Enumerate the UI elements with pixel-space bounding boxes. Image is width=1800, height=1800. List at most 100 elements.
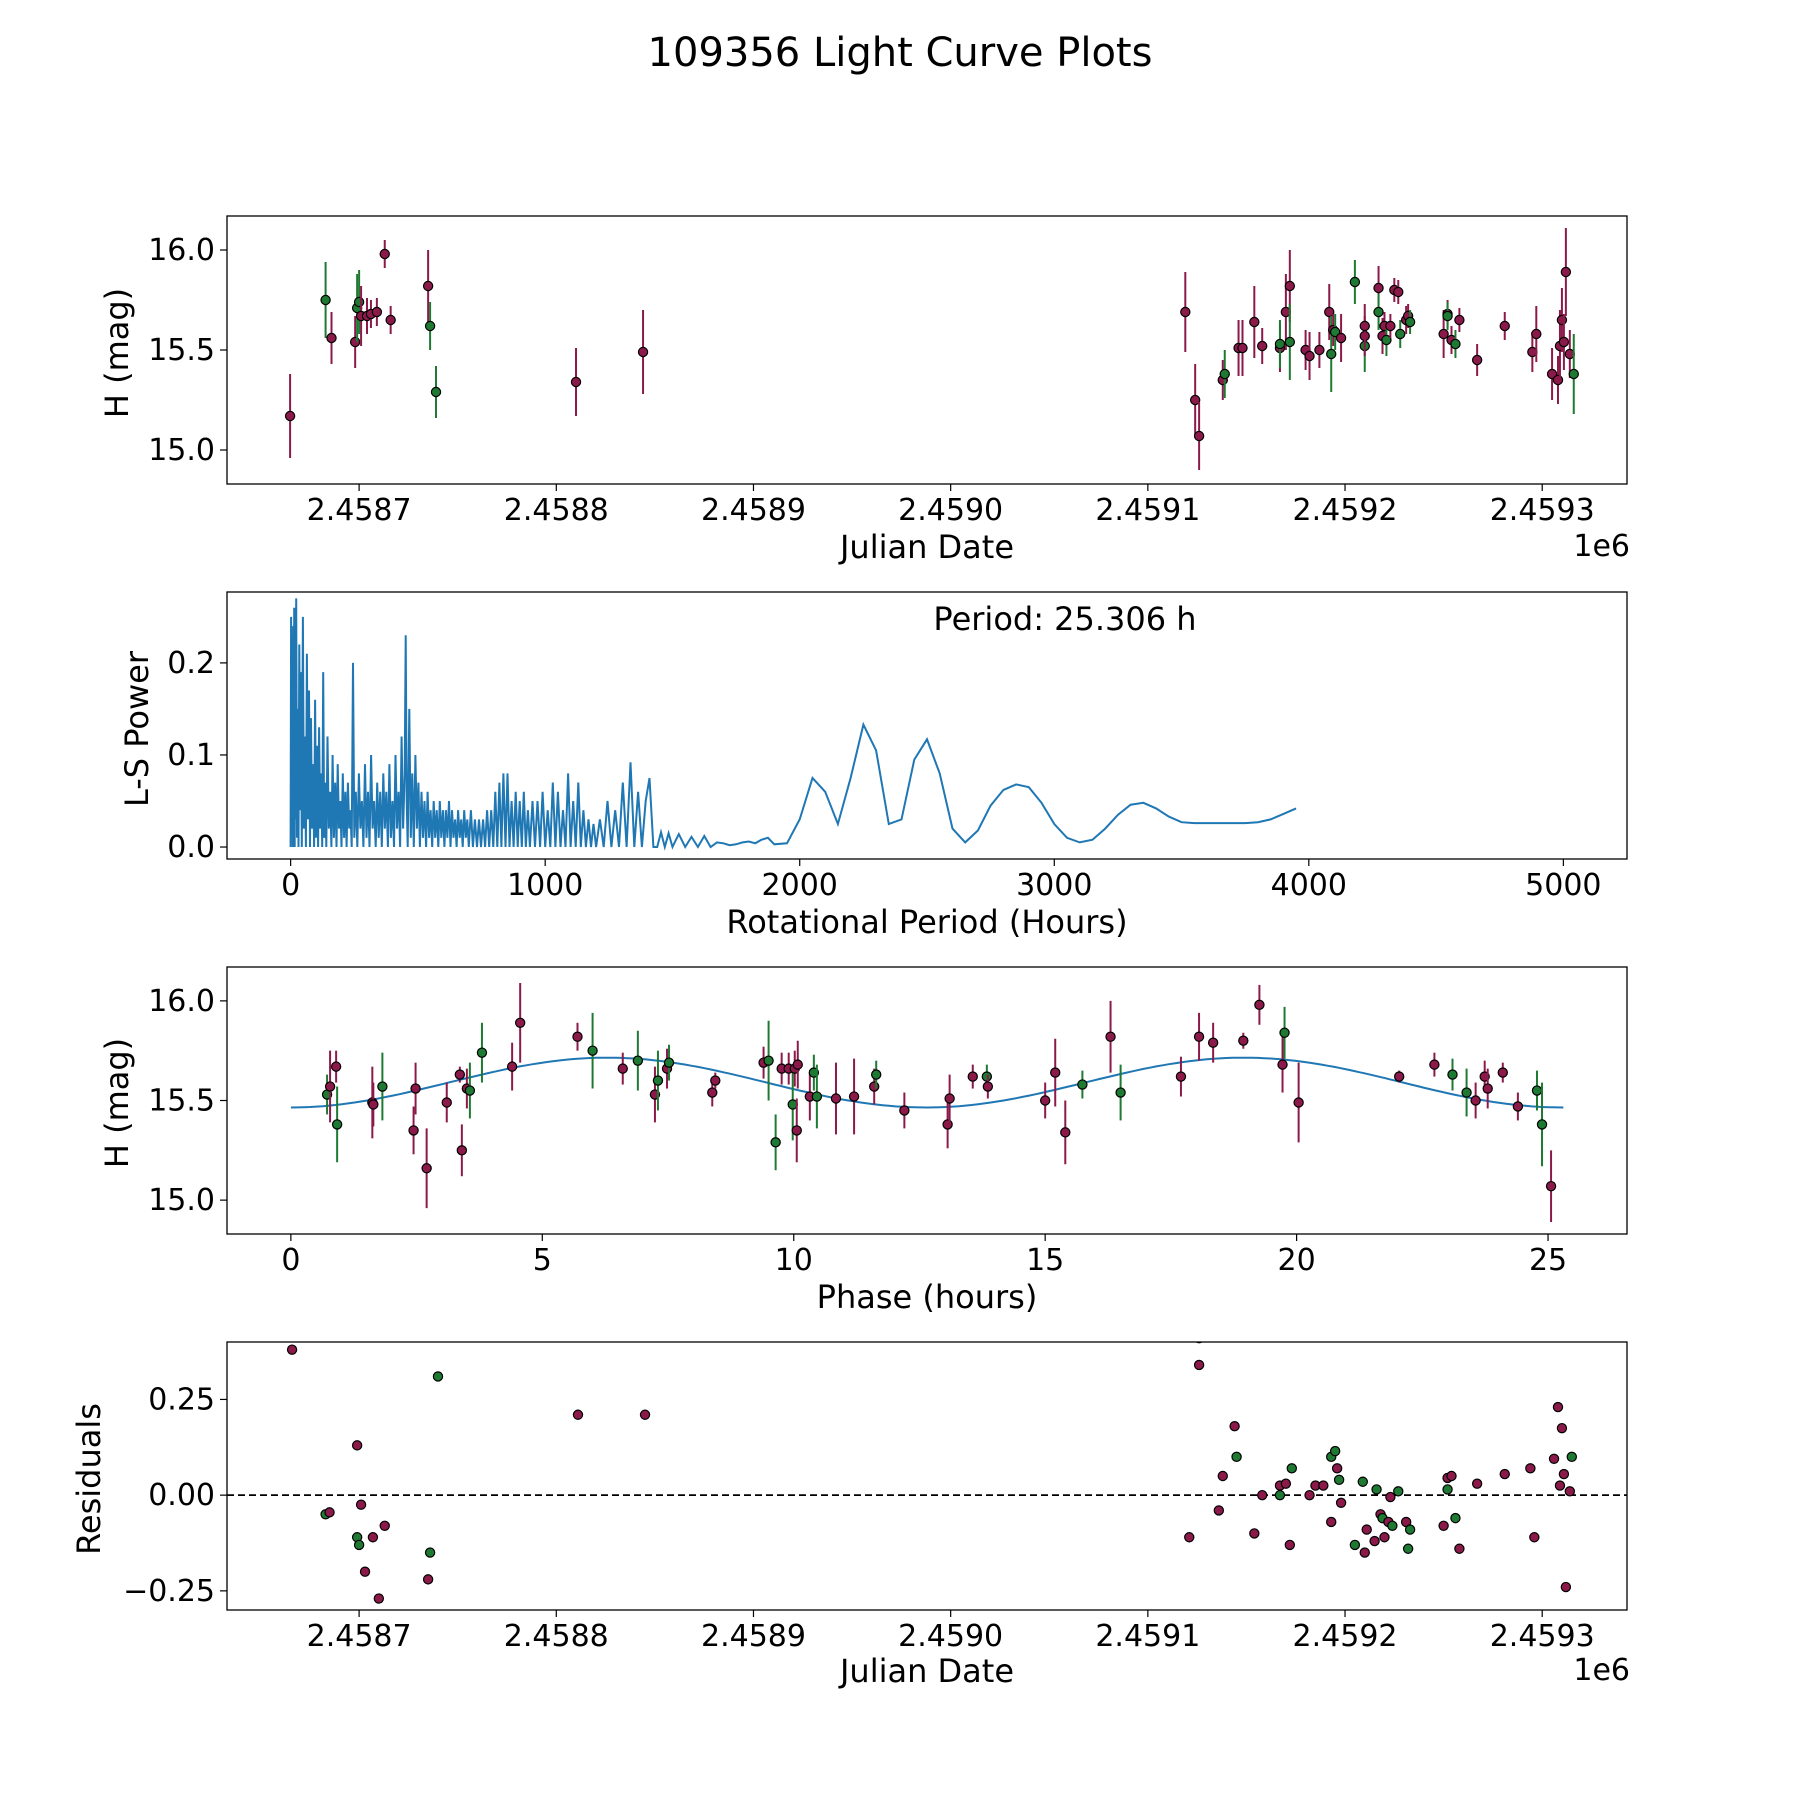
phase-data-point (663, 1057, 675, 1068)
lightcurve-data-point (1284, 280, 1296, 292)
phase-data-point (652, 1075, 664, 1086)
lightcurve-data-point (1359, 320, 1370, 332)
residuals-data-point (1471, 1478, 1483, 1489)
lightcurve-axes-frame (226, 215, 1628, 485)
phase-data-point (871, 1069, 882, 1080)
lightcurve-data-point (1274, 338, 1286, 350)
phase-data-point (506, 1061, 518, 1072)
residuals-y-tick-label: −0.25 (123, 1574, 215, 1609)
phase-data-point (830, 1093, 842, 1104)
residuals-x-tick-label: 2.4590 (898, 1619, 1003, 1654)
lightcurve-data-point (1385, 320, 1396, 332)
residuals-data-point (1564, 1486, 1576, 1497)
phase-data-point (1429, 1059, 1440, 1070)
lightcurve-data-point (1531, 328, 1542, 340)
phase-data-point (868, 1081, 880, 1092)
lightcurve-data-point (1395, 328, 1406, 340)
phase-data-point (1115, 1087, 1126, 1098)
lightcurve-data-point (570, 376, 582, 388)
phase-data-point (1482, 1083, 1493, 1094)
phase-x-tick-label: 25 (1529, 1243, 1567, 1278)
phase-data-point (454, 1069, 466, 1080)
lightcurve-data-point (1237, 342, 1248, 354)
lightcurve-data-point (1558, 336, 1570, 348)
lightcurve-data-point (284, 410, 296, 422)
phase-data-point (456, 1145, 468, 1156)
residuals-x-tick-label: 2.4588 (504, 1619, 609, 1654)
phase-data-point (848, 1091, 860, 1102)
residuals-data-point (1335, 1497, 1347, 1509)
residuals-data-point (1385, 1491, 1396, 1503)
lightcurve-data-point (1349, 276, 1361, 288)
lightcurve-y-label: H (mag) (98, 288, 136, 418)
residuals-data-point (1217, 1470, 1228, 1482)
residuals-data-point (1402, 1543, 1414, 1554)
lightcurve-data-point (379, 248, 390, 260)
lightcurve-data-point (1314, 344, 1325, 356)
periodogram-x-tick-label: 4000 (1271, 868, 1347, 903)
residuals-data-point (355, 1499, 367, 1510)
periodogram-y-tick-label: 0.1 (167, 738, 215, 773)
residuals-data-point (1249, 1528, 1260, 1539)
residuals-data-point (1274, 1489, 1286, 1501)
residuals-data-point (1552, 1401, 1564, 1413)
lightcurve-data-point (1552, 374, 1564, 386)
lightcurve-data-point (1304, 350, 1315, 362)
residuals-y-tick-label: 0.25 (148, 1382, 215, 1417)
lightcurve-x-tick-label: 2.4589 (701, 493, 806, 528)
residuals-data-point (432, 1371, 444, 1382)
lightcurve-data-point (1560, 266, 1572, 278)
lightcurve-y-tick-label: 15.5 (148, 333, 215, 368)
lightcurve-data-point (1219, 368, 1230, 380)
phase-x-tick-label: 5 (533, 1243, 552, 1278)
phase-data-point (1060, 1127, 1071, 1138)
residuals-data-point (1369, 1535, 1380, 1547)
phase-data-point (1050, 1067, 1061, 1078)
lightcurve-data-point (1556, 314, 1568, 326)
residuals-data-point (1361, 1524, 1372, 1535)
residuals-data-point (639, 1409, 651, 1420)
lightcurve-data-point (385, 314, 396, 326)
phase-data-point (981, 1071, 993, 1082)
lightcurve-data-point (353, 296, 365, 308)
phase-data-point (330, 1061, 342, 1072)
phase-data-point (1193, 1031, 1205, 1042)
residuals-data-point (359, 1566, 371, 1577)
residuals-data-point (1193, 1359, 1205, 1371)
phase-plot-area (290, 982, 1564, 1223)
lightcurve-data-point (1393, 286, 1404, 298)
residuals-data-point (424, 1547, 436, 1558)
phase-x-tick-label: 15 (1026, 1243, 1064, 1278)
lightcurve-data-point (1373, 282, 1384, 294)
phase-data-point (587, 1045, 598, 1056)
residuals-data-point (1379, 1532, 1390, 1543)
phase-data-point (441, 1097, 452, 1108)
residuals-data-point (1231, 1451, 1242, 1463)
phase-data-point (1497, 1067, 1508, 1078)
phase-data-point (410, 1083, 421, 1094)
periodogram-y-tick-label: 0.0 (167, 830, 215, 865)
residuals-data-point (324, 1507, 335, 1518)
phase-data-point (1279, 1027, 1290, 1038)
residuals-data-point (1404, 1524, 1416, 1535)
residuals-data-point (1560, 1581, 1572, 1593)
phase-data-point (942, 1119, 953, 1130)
residuals-plot-area (227, 1342, 1627, 1604)
phase-data-point (476, 1047, 488, 1058)
phase-data-point (944, 1093, 955, 1104)
residuals-y-tick-label: 0.00 (148, 1478, 215, 1513)
lightcurve-x-label: Julian Date (838, 528, 1014, 566)
phase-data-point (770, 1137, 781, 1148)
lightcurve-data-point (1381, 334, 1392, 346)
phase-data-point (514, 1017, 526, 1028)
lightcurve-data-point (1284, 336, 1296, 348)
phase-data-point (1545, 1180, 1557, 1192)
lightcurve-data-point (1404, 316, 1416, 328)
phase-data-point (1447, 1069, 1458, 1080)
residuals-data-point (1359, 1547, 1370, 1558)
residuals-data-point (1329, 1445, 1341, 1457)
lightcurve-data-point (1324, 306, 1335, 318)
lightcurve-data-point (1499, 320, 1510, 332)
period-annotation: Period: 25.306 h (933, 600, 1196, 638)
residuals-data-point (1371, 1484, 1382, 1495)
